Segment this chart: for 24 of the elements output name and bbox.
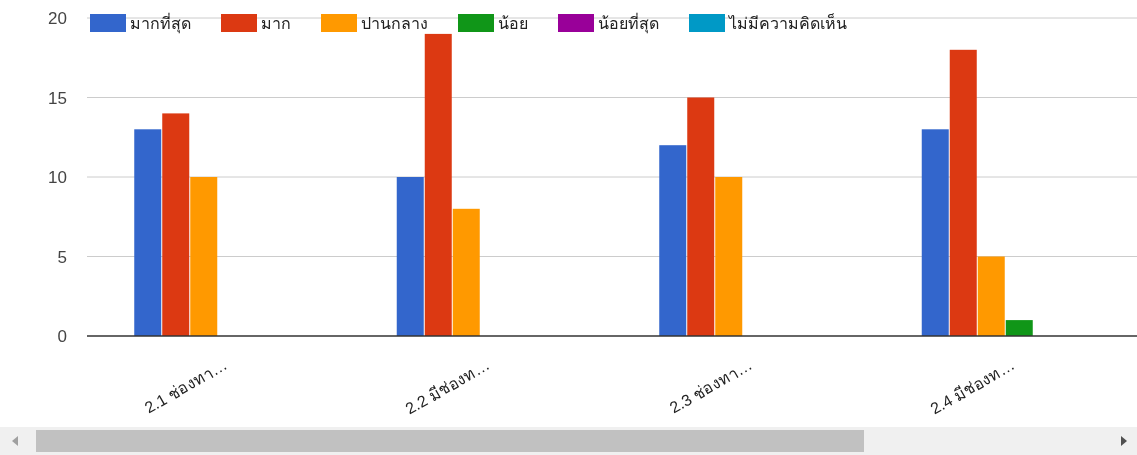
- bar: [396, 177, 424, 336]
- legend-label: น้อยที่สุด: [598, 12, 659, 34]
- bar: [659, 145, 687, 336]
- bar: [977, 256, 1005, 336]
- bar: [134, 129, 162, 336]
- bar: [715, 177, 743, 336]
- y-tick-label: 15: [48, 88, 67, 108]
- y-tick-label: 0: [57, 327, 67, 346]
- bar: [949, 49, 977, 336]
- legend-label: มากที่สุด: [130, 12, 191, 34]
- bar: [1005, 320, 1033, 336]
- y-tick-label: 10: [48, 168, 67, 187]
- bar: [162, 113, 190, 336]
- bar: [452, 208, 480, 336]
- bar: [424, 33, 452, 336]
- legend-label: ปานกลาง: [361, 15, 428, 32]
- legend-label: ไม่มีความคิดเห็น: [727, 13, 847, 32]
- bar: [687, 97, 715, 336]
- bar: [921, 129, 949, 336]
- y-tick-label: 20: [48, 9, 67, 28]
- legend-label: มาก: [261, 15, 291, 32]
- legend-label: น้อย: [498, 15, 528, 32]
- y-tick-label: 5: [57, 247, 67, 267]
- bar: [190, 177, 218, 336]
